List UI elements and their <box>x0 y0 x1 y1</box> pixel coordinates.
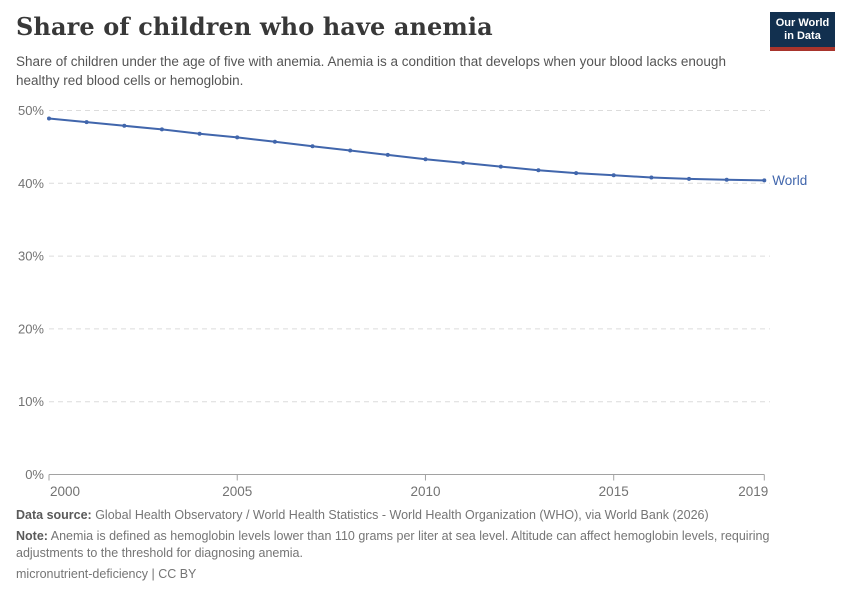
data-point-2017[interactable] <box>687 176 691 181</box>
series-label-world[interactable]: World <box>772 173 807 188</box>
chart-subtitle: Share of children under the age of five … <box>16 54 726 88</box>
note-label: Note: <box>16 529 48 543</box>
data-point-2019[interactable] <box>762 178 767 183</box>
owid-logo-line1: Our World <box>775 17 830 29</box>
data-point-2012[interactable] <box>498 164 503 169</box>
note-line: Note: Anemia is defined as hemoglobin le… <box>16 528 820 562</box>
data-point-2009[interactable] <box>385 152 390 157</box>
y-tick-label: 30% <box>18 249 44 264</box>
x-tick-label: 2019 <box>738 484 768 499</box>
data-point-2003[interactable] <box>159 127 164 132</box>
data-point-2018[interactable] <box>724 177 729 182</box>
page-title: Share of children who have anemia <box>16 12 493 41</box>
data-point-2006[interactable] <box>272 139 277 144</box>
note-text: Anemia is defined as hemoglobin levels l… <box>16 529 770 560</box>
license-line[interactable]: micronutrient-deficiency | CC BY <box>16 567 197 581</box>
data-source-text: Global Health Observatory / World Health… <box>91 508 709 522</box>
data-point-2000[interactable] <box>47 116 51 121</box>
y-tick-label: 40% <box>18 176 44 191</box>
y-tick-label: 0% <box>25 467 44 482</box>
data-point-2011[interactable] <box>461 160 466 165</box>
line-chart-canvas[interactable]: 0% 10% 20% 30% 40% 50% 2000 2005 2010 2015 2019 Wor… <box>0 100 850 500</box>
owid-logo[interactable]: Our World in Data <box>770 12 835 51</box>
data-point-2016[interactable] <box>649 175 654 180</box>
data-point-2005[interactable] <box>235 135 240 140</box>
y-tick-label: 20% <box>18 321 44 336</box>
y-tick-label: 50% <box>18 103 44 118</box>
chart-footer: Data source: Global Health Observatory /… <box>16 507 820 587</box>
data-point-2004[interactable] <box>197 131 202 136</box>
x-tick-label: 2005 <box>222 484 252 499</box>
data-source-line: Data source: Global Health Observatory /… <box>16 507 820 524</box>
data-point-2008[interactable] <box>348 148 353 153</box>
y-tick-label: 10% <box>18 394 44 409</box>
owid-logo-line2: in Data <box>784 30 821 42</box>
data-point-2001[interactable] <box>84 120 89 125</box>
data-point-2010[interactable] <box>423 157 428 162</box>
x-tick-label: 2000 <box>50 484 80 499</box>
trend-line-world[interactable] <box>48 117 765 182</box>
x-tick-label: 2010 <box>410 484 440 499</box>
data-point-2002[interactable] <box>122 123 127 128</box>
data-source-label: Data source: <box>16 508 92 522</box>
data-point-2007[interactable] <box>310 144 315 149</box>
data-point-2013[interactable] <box>536 168 541 173</box>
x-tick-label: 2015 <box>599 484 629 499</box>
data-point-2014[interactable] <box>574 171 579 176</box>
data-point-2015[interactable] <box>611 173 616 178</box>
